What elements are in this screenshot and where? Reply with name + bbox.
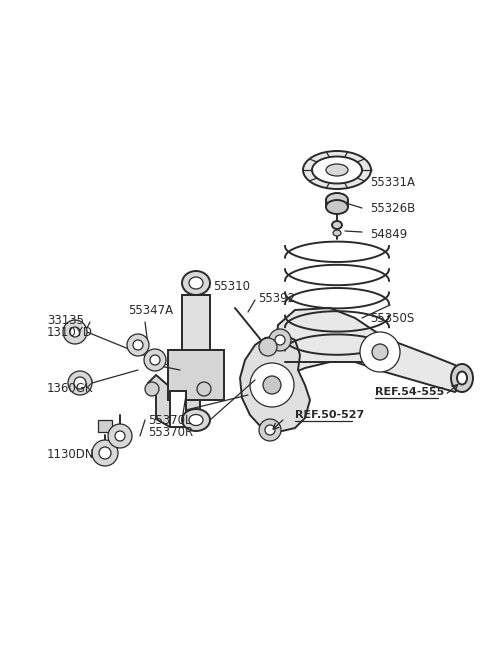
Bar <box>98 420 112 432</box>
Ellipse shape <box>312 157 362 183</box>
Text: 55331A: 55331A <box>370 176 415 189</box>
Ellipse shape <box>189 415 203 426</box>
Ellipse shape <box>457 371 467 384</box>
Circle shape <box>360 332 400 372</box>
Text: 1130DN: 1130DN <box>47 449 95 462</box>
Circle shape <box>259 419 281 441</box>
Circle shape <box>269 329 291 351</box>
Text: 1310YD: 1310YD <box>47 326 93 339</box>
Circle shape <box>144 349 166 371</box>
Ellipse shape <box>333 230 341 236</box>
Circle shape <box>133 340 143 350</box>
Circle shape <box>145 382 159 396</box>
Circle shape <box>197 382 211 396</box>
Circle shape <box>263 376 281 394</box>
Circle shape <box>99 447 111 459</box>
Bar <box>168 350 224 400</box>
Circle shape <box>70 327 80 337</box>
Text: 33135: 33135 <box>47 314 84 326</box>
Text: 55350S: 55350S <box>370 312 414 324</box>
Ellipse shape <box>326 200 348 214</box>
Ellipse shape <box>326 193 348 207</box>
Text: 54849: 54849 <box>370 227 407 240</box>
Bar <box>182 295 210 355</box>
Text: 55392: 55392 <box>258 293 295 305</box>
Ellipse shape <box>303 151 371 189</box>
Polygon shape <box>148 375 208 427</box>
Circle shape <box>63 320 87 344</box>
Text: 55310: 55310 <box>213 280 250 293</box>
Circle shape <box>150 355 160 365</box>
Polygon shape <box>240 335 310 432</box>
Text: 55370L: 55370L <box>148 413 192 426</box>
Circle shape <box>372 344 388 360</box>
Bar <box>170 391 186 427</box>
Text: REF.50-527: REF.50-527 <box>295 410 364 420</box>
Circle shape <box>127 334 149 356</box>
Circle shape <box>115 431 125 441</box>
Text: 55326B: 55326B <box>370 202 415 215</box>
Ellipse shape <box>182 409 210 431</box>
Text: 55347A: 55347A <box>128 303 173 316</box>
Circle shape <box>92 440 118 466</box>
Ellipse shape <box>451 364 473 392</box>
Ellipse shape <box>332 221 342 229</box>
Ellipse shape <box>326 164 348 176</box>
Circle shape <box>68 371 92 395</box>
Text: 55370R: 55370R <box>148 426 193 440</box>
Ellipse shape <box>182 271 210 295</box>
Circle shape <box>108 424 132 448</box>
Circle shape <box>259 338 277 356</box>
Text: 1360GK: 1360GK <box>47 381 94 394</box>
Text: REF.54-555: REF.54-555 <box>375 387 444 397</box>
Ellipse shape <box>189 277 203 289</box>
Circle shape <box>265 425 275 435</box>
Polygon shape <box>275 308 462 392</box>
Circle shape <box>250 363 294 407</box>
Circle shape <box>74 377 86 389</box>
Circle shape <box>275 335 285 345</box>
